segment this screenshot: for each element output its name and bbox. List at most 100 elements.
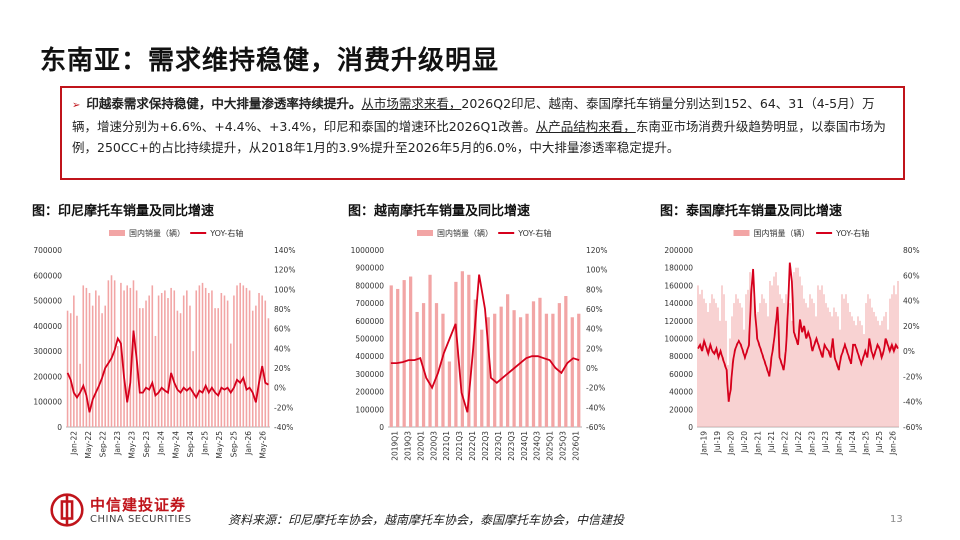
sales-bar [76,315,78,427]
sales-bar [759,303,761,427]
sales-bar [761,294,763,427]
left-axis-tick: 80000 [669,352,693,361]
sales-bar [875,316,877,427]
sales-bar [233,295,235,427]
left-axis-tick: 800000 [355,281,384,290]
sales-bar [719,320,721,427]
sales-bar [877,320,879,427]
sales-bar [236,285,238,427]
sales-bar [705,303,707,427]
x-axis-tick: Jan-20 [727,431,736,456]
right-axis-tick: 0% [586,364,598,373]
sales-bar [709,303,711,427]
x-axis-tick: 2021Q1 [442,431,451,461]
x-axis-tick: Jul-19 [713,431,722,454]
sales-bar [460,271,464,427]
sales-bar [66,310,69,427]
sales-bar [167,298,169,427]
sales-bar [813,303,815,427]
sales-bar [154,335,157,427]
sales-bar [853,320,855,427]
sales-bar [132,280,135,427]
right-axis-tick: 0% [274,384,286,393]
page-title: 东南亚：需求维持稳健，消费升级明显 [40,46,500,76]
left-axis-tick: 400000 [33,322,62,331]
sales-bar [743,329,745,427]
sales-bar [220,292,223,427]
sales-bar [845,294,847,427]
x-axis-tick: 2026Q1 [572,431,581,461]
right-axis-tick: 100% [274,285,295,294]
summary-lead: 印越泰需求保持稳健，中大排量渗透率持续提升。 [86,96,362,111]
sales-bar [819,289,821,427]
sales-bar [879,325,881,427]
summary-market-text: 2026Q2印尼、越南、泰国摩托车销量分别达到152、64、31（4-5月）万辆… [72,96,875,134]
left-axis-tick: 200000 [664,246,693,255]
x-axis-tick: May-26 [259,431,268,459]
left-axis-tick: 100000 [33,398,62,407]
x-axis-tick: 2024Q3 [533,431,542,461]
left-axis-tick: 400000 [355,352,384,361]
x-axis-tick: Jan-26 [244,431,253,456]
sales-bar [145,300,147,427]
sales-bar [88,292,91,427]
right-axis-tick: 40% [586,325,603,334]
right-axis-tick: 60% [903,271,920,280]
sales-bar [229,343,232,427]
left-axis-tick: 160000 [664,281,693,290]
sales-bar [173,290,176,427]
yoy-line [66,330,269,413]
sales-bar [208,292,210,427]
left-axis-tick: 140000 [664,299,693,308]
x-axis-tick: 2022Q1 [468,431,477,461]
sales-bar [789,303,791,427]
sales-bar [85,287,88,427]
sales-bar [402,280,406,427]
left-axis-tick: 700000 [355,299,384,308]
x-axis-tick: 2020Q1 [416,431,425,461]
sales-bar [791,320,793,427]
sales-bar [264,300,267,427]
sales-bar [79,363,81,427]
sales-bar [823,294,825,427]
sales-bar [753,298,755,427]
sales-bar [255,305,257,427]
sales-bar [893,285,895,427]
sales-bar [113,280,116,427]
sales-bar [811,298,813,427]
sales-bar [763,298,765,427]
left-axis-tick: 500000 [33,297,62,306]
sales-bar [120,282,122,427]
x-axis-tick: Jan-22 [781,431,790,456]
right-axis-tick: 20% [274,364,291,373]
sales-bar [869,298,871,427]
sales-bar [843,298,845,427]
sales-bar [138,308,141,427]
sales-bar [825,303,827,427]
citic-logo-icon [50,493,84,527]
x-axis-tick: Jul-21 [767,431,776,454]
sales-bar [223,295,226,427]
left-axis-tick: 700000 [33,246,62,255]
x-axis-tick: 2023Q1 [494,431,503,461]
x-axis-tick: Jul-22 [794,431,803,454]
sales-bar [833,307,835,427]
x-axis-tick: Sep-22 [98,431,107,458]
chart-thailand: 国内销量（辆） YOY-右轴200000180000160000140000120… [664,228,922,456]
x-axis-tick: 2025Q1 [546,431,555,461]
left-axis-tick: 100000 [664,335,693,344]
sales-bar [415,311,419,427]
sales-bar [777,285,779,427]
legend-bar-swatch [733,230,750,236]
sales-bar [803,298,805,427]
sales-bar [715,303,717,427]
sales-bar [857,316,859,427]
arrow-bullet-icon: ➢ [72,100,81,111]
sales-bar [267,318,270,427]
legend-line-label: YOY-右轴 [835,228,869,238]
x-axis-tick: Jan-25 [200,431,209,456]
sales-bar [248,290,251,427]
sales-bar [126,285,128,427]
sales-bar [801,285,803,427]
sales-bar [729,338,731,427]
